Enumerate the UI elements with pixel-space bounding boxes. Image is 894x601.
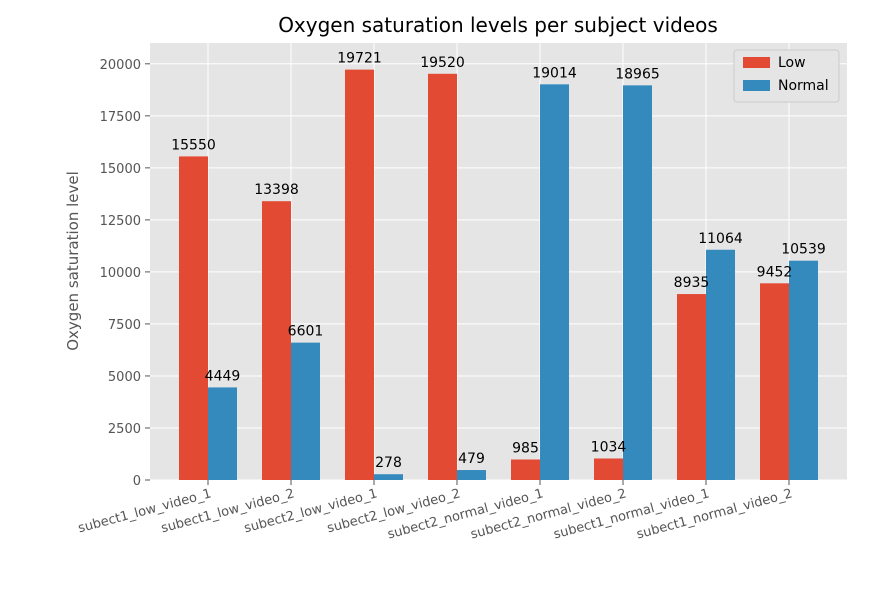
bar-low — [594, 458, 623, 480]
data-label: 11064 — [698, 231, 743, 247]
data-label: 8935 — [674, 275, 710, 291]
bar-normal — [789, 260, 818, 480]
y-tick-label: 7500 — [108, 318, 141, 333]
bar-normal — [291, 342, 320, 480]
y-tick-label: 15000 — [100, 162, 141, 177]
y-tick-label: 20000 — [100, 58, 141, 73]
data-label: 19014 — [532, 65, 577, 81]
bar-low — [179, 156, 208, 480]
bar-normal — [540, 84, 569, 481]
y-axis-ticks: 0 2500 5000 7500 10000 12500 15000 17500 20000 — [100, 58, 150, 489]
data-label: 19520 — [420, 55, 465, 71]
bar-normal — [706, 249, 735, 480]
bar-low — [511, 459, 540, 480]
x-tick-label: subect1_low_video_1 — [77, 486, 213, 536]
bar-normal — [623, 85, 652, 480]
data-label: 1034 — [591, 439, 627, 455]
bar-normal — [457, 470, 486, 480]
legend-label-normal: Normal — [778, 78, 829, 94]
chart-title: Oxygen saturation levels per subject vid… — [278, 13, 718, 37]
bar-normal — [208, 387, 237, 480]
data-label: 479 — [458, 451, 485, 467]
legend-label-low: Low — [778, 55, 806, 71]
data-label: 278 — [375, 455, 402, 471]
bars — [179, 69, 818, 481]
bar-low — [262, 201, 291, 480]
data-label: 18965 — [615, 66, 660, 82]
bar-low — [760, 283, 789, 480]
y-tick-label: 5000 — [108, 370, 141, 385]
bar-normal — [374, 474, 403, 480]
legend-swatch-low — [743, 57, 770, 68]
bar-low — [345, 69, 374, 480]
legend-swatch-normal — [743, 80, 770, 91]
data-label: 15550 — [171, 137, 216, 153]
data-label: 4449 — [205, 368, 241, 384]
y-tick-label: 0 — [133, 474, 141, 489]
y-tick-label: 2500 — [108, 422, 141, 437]
y-tick-label: 17500 — [100, 110, 141, 125]
x-axis-ticks: subect1_low_video_1subect1_low_video_2su… — [77, 480, 794, 542]
y-tick-label: 12500 — [100, 214, 141, 229]
data-label: 13398 — [254, 182, 299, 198]
value-labels: 15550 13398 19721 19520 985 1034 8935 9452 4449 6… — [171, 51, 826, 472]
data-label: 19721 — [337, 51, 382, 67]
data-label: 6601 — [288, 324, 324, 340]
y-tick-label: 10000 — [100, 266, 141, 281]
data-label: 9452 — [757, 264, 793, 280]
plot-area — [150, 43, 847, 480]
bar-low — [677, 294, 706, 480]
y-axis-label: Oxygen saturation level — [64, 171, 82, 351]
data-label: 985 — [512, 441, 539, 457]
bar-low — [428, 73, 457, 480]
data-label: 10539 — [781, 242, 826, 258]
legend: Low Normal — [733, 49, 840, 103]
